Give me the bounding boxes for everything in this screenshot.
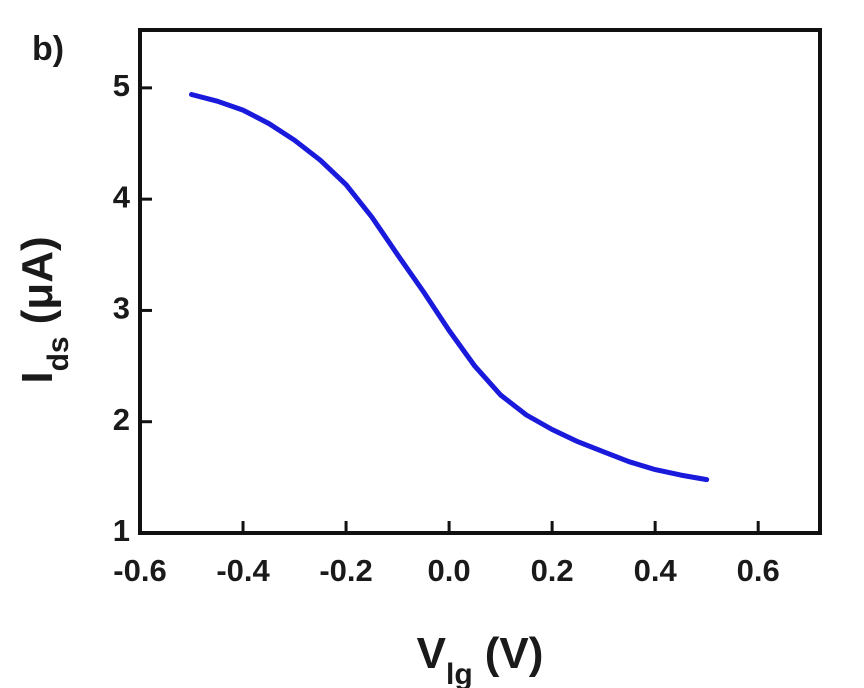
x-tick-label: -0.6 <box>113 553 166 588</box>
x-title-sub: lg <box>446 658 473 688</box>
y-tick-label: 2 <box>113 402 130 437</box>
y-title-main: I <box>13 371 62 383</box>
y-title-unit: (μA) <box>13 236 62 324</box>
x-tick-label: 0.0 <box>428 553 471 588</box>
x-tick-label: 0.4 <box>634 553 678 588</box>
x-title-unit: (V) <box>485 629 544 678</box>
x-tick-label: -0.4 <box>216 553 270 588</box>
x-axis-title: Vlg (V) <box>417 629 544 688</box>
y-tick-label: 1 <box>113 513 130 548</box>
y-axis-title: Ids (μA) <box>13 236 75 383</box>
plot-frame <box>138 28 822 535</box>
panel-label: b) <box>32 30 64 68</box>
x-tick-label: 0.6 <box>737 553 780 588</box>
x-tick-label: 0.2 <box>531 553 574 588</box>
y-tick-label: 3 <box>113 291 130 326</box>
y-tick-label: 4 <box>113 179 131 214</box>
x-tick-label: -0.2 <box>319 553 372 588</box>
y-title-sub: ds <box>42 336 75 371</box>
x-title-main: V <box>417 629 447 678</box>
data-line <box>189 92 710 483</box>
y-tick-label: 5 <box>113 68 130 103</box>
